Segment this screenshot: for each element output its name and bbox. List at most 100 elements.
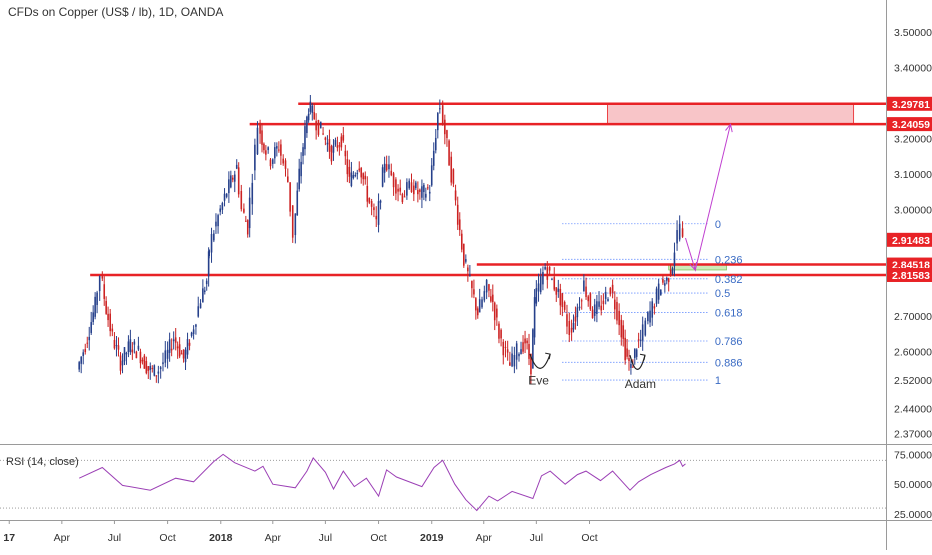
candle-body	[243, 208, 245, 213]
candle-body	[607, 299, 609, 302]
candle-body	[375, 215, 378, 220]
candle-body	[441, 105, 444, 124]
candle-body	[583, 280, 585, 292]
candle-body	[235, 164, 238, 169]
candle-body	[344, 150, 347, 157]
candle-body	[143, 355, 146, 369]
candle-body	[166, 349, 169, 359]
target-zone	[607, 103, 855, 125]
candle-body	[309, 101, 312, 112]
candle-body	[428, 191, 431, 194]
candle-body	[500, 329, 502, 339]
price-label-box	[887, 267, 932, 282]
candle-body	[80, 356, 83, 364]
candle-body	[346, 159, 349, 175]
time-tick-label: Oct	[370, 532, 386, 544]
candle-body	[284, 160, 287, 169]
rsi-tick-label: 25.0000	[894, 509, 932, 521]
candle-body	[78, 362, 80, 370]
candle-body	[251, 182, 254, 205]
candle-body	[135, 351, 138, 359]
candle-body	[515, 343, 518, 360]
candle-body	[417, 189, 419, 195]
candle-body	[450, 156, 453, 183]
candle-body	[609, 288, 612, 295]
candle-body	[276, 146, 278, 149]
candle-body	[655, 288, 658, 304]
candle-body	[665, 277, 668, 281]
candle-body	[532, 329, 534, 369]
candle-body	[649, 310, 651, 323]
candle-body	[261, 130, 263, 145]
candle-body	[557, 288, 560, 292]
time-tick-label: 2019	[420, 532, 444, 544]
candle-body	[415, 182, 417, 189]
candle-body	[149, 366, 152, 370]
candle-body	[111, 328, 114, 332]
candle-body	[436, 113, 439, 131]
candle-body	[553, 277, 556, 290]
candle-body	[637, 339, 640, 341]
candle-body	[352, 175, 355, 178]
candle-body	[92, 312, 94, 322]
price-tick-label: 3.40000	[894, 62, 932, 74]
candle-body	[526, 340, 528, 344]
candle-body	[421, 186, 423, 198]
price-tick-label: 2.37000	[894, 428, 932, 440]
time-tick-label: 17	[3, 532, 15, 544]
candle-body	[326, 142, 329, 145]
time-tick-label: Jul	[530, 532, 543, 544]
candle-body	[291, 205, 294, 238]
candle-body	[162, 362, 164, 365]
candle-body	[639, 339, 642, 342]
candle-body	[671, 268, 674, 274]
candle-body	[539, 276, 542, 293]
candle-body	[678, 224, 681, 240]
candle-body	[589, 293, 592, 310]
candle-body	[342, 135, 345, 141]
projection-arrow-up	[725, 123, 733, 133]
candle-body	[348, 166, 351, 177]
candle-body	[139, 351, 142, 364]
candle-body	[446, 130, 448, 138]
candle-body	[155, 375, 158, 377]
candle-body	[596, 301, 598, 314]
candle-body	[390, 170, 393, 176]
candle-body	[587, 296, 590, 302]
candle-body	[145, 360, 148, 374]
candle-body	[488, 284, 490, 291]
candle-body	[662, 279, 664, 283]
candle-body	[620, 319, 623, 338]
candle-body	[164, 350, 167, 363]
candle-body	[256, 127, 259, 155]
candle-body	[233, 174, 236, 182]
projection-arrow-down	[689, 261, 697, 272]
candle-body	[84, 349, 87, 353]
candle-body	[121, 360, 124, 366]
time-tick-label: Oct	[581, 532, 597, 544]
candle-body	[551, 278, 553, 280]
fib-label: 0.886	[715, 357, 743, 369]
candle-body	[151, 367, 154, 369]
candle-body	[395, 179, 397, 194]
candle-body	[385, 164, 388, 171]
candle-body	[383, 163, 386, 173]
candle-body	[535, 288, 538, 304]
candle-body	[289, 182, 291, 212]
candle-body	[392, 173, 395, 188]
candle-body	[245, 220, 247, 222]
candle-body	[170, 348, 173, 351]
candle-body	[199, 303, 202, 309]
candle-body	[506, 349, 509, 353]
candle-body	[419, 189, 421, 192]
candle-body	[653, 306, 656, 309]
time-tick-label: Apr	[265, 532, 282, 544]
candle-body	[434, 137, 437, 151]
candle-body	[182, 349, 185, 359]
candle-body	[267, 147, 269, 151]
candle-body	[184, 349, 187, 363]
candle-body	[202, 288, 204, 303]
candle-body	[572, 322, 575, 330]
candle-body	[469, 274, 471, 276]
